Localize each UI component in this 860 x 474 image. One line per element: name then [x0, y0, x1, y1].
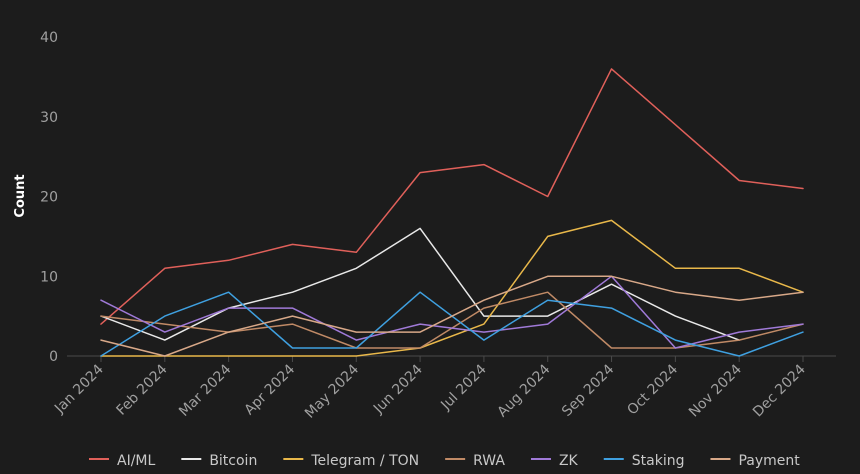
legend-label: Staking [632, 453, 685, 469]
x-tick-label: Aug 2024 [495, 361, 554, 420]
legend-label: ZK [559, 453, 579, 469]
x-tick-label: Oct 2024 [624, 361, 681, 418]
x-tick-label: Jun 2024 [370, 361, 426, 417]
legend-item[interactable]: Staking [603, 453, 685, 469]
legend-label: Payment [738, 453, 800, 469]
series-line-6 [100, 275, 804, 357]
legend-item[interactable]: AI/ML [89, 453, 156, 469]
legend-item[interactable]: Bitcoin [181, 453, 257, 469]
x-tick-label: May 2024 [302, 361, 362, 421]
y-tick-label: 30 [40, 110, 58, 126]
x-tick-label: Mar 2024 [176, 361, 234, 419]
x-tick-label: Jul 2024 [437, 361, 489, 413]
x-tick-label: Jan 2024 [51, 361, 107, 417]
legend-item[interactable]: ZK [530, 453, 579, 469]
series-line-2 [100, 219, 804, 357]
series-line-4 [100, 275, 804, 349]
series-line-1 [100, 227, 740, 341]
legend-label: AI/ML [117, 453, 156, 469]
legend-label: Bitcoin [209, 453, 257, 469]
y-tick-label: 20 [40, 190, 58, 206]
x-tick-label: Dec 2024 [750, 361, 809, 420]
legend-item[interactable]: Payment [710, 453, 800, 469]
y-tick-label: 10 [40, 269, 58, 285]
x-tick-label: Feb 2024 [113, 361, 170, 418]
legend-label: Telegram / TON [310, 453, 419, 469]
legend-item[interactable]: Telegram / TON [283, 453, 419, 469]
y-tick-label: 0 [49, 349, 58, 365]
legend-item[interactable]: RWA [445, 453, 505, 469]
y-axis-title: Count [13, 174, 28, 217]
x-tick-label: Apr 2024 [241, 361, 298, 418]
y-tick-label: 40 [40, 30, 58, 46]
x-tick-label: Nov 2024 [686, 361, 745, 420]
x-tick-label: Sep 2024 [559, 361, 617, 419]
series-line-0 [100, 68, 804, 325]
legend-label: RWA [473, 453, 505, 469]
